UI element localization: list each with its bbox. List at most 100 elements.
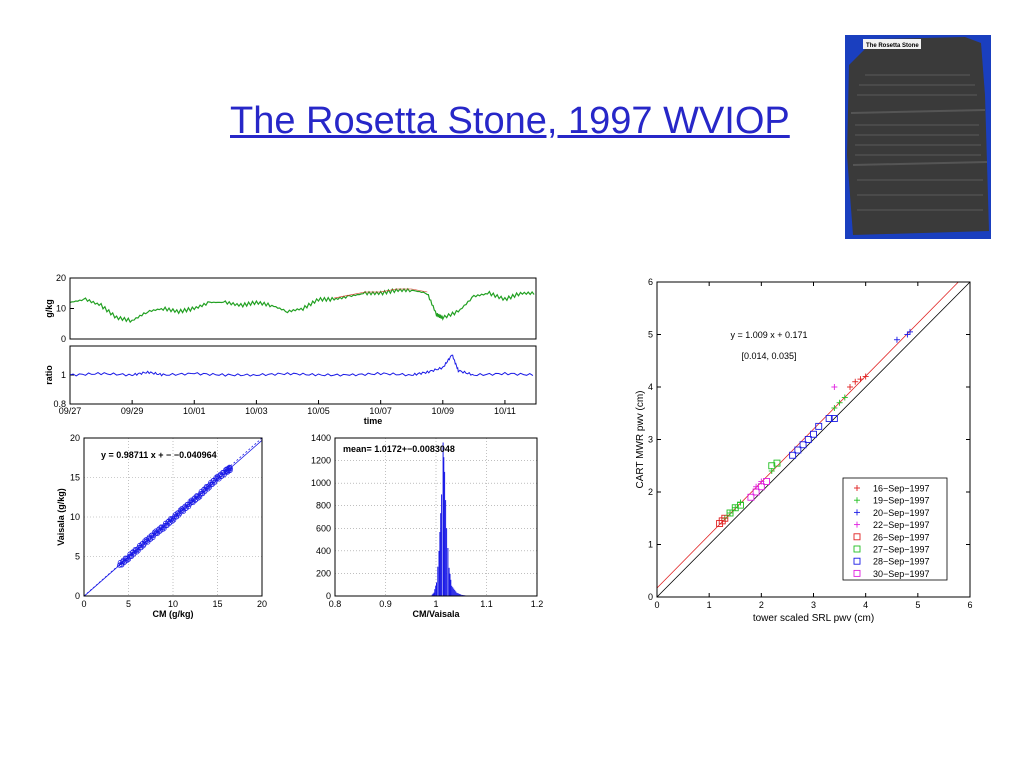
histogram-bar (436, 582, 437, 596)
fit-line (656, 281, 959, 589)
plus-marker (831, 384, 838, 390)
x-tick-label: 3 (811, 600, 816, 610)
square-marker (789, 451, 797, 459)
legend-entry-label: 27−Sep−1997 (873, 545, 930, 555)
legend-entry-label: 16−Sep−1997 (873, 484, 930, 494)
legend-entry-label: 30−Sep−1997 (873, 569, 930, 579)
photo-label-box (863, 39, 921, 49)
y-tick-label: 800 (316, 501, 331, 511)
mwr-srl-panel: 0 1 2 3 4 5 6 0 1 2 3 4 5 6 tower scaled SRL pwv (cm) C… (635, 277, 973, 624)
y-tick-label: 10 (56, 304, 66, 314)
ratio-series-line (69, 354, 534, 377)
histogram-bar (447, 548, 449, 596)
x-tick-label: 0 (654, 600, 659, 610)
histogram-bar (446, 528, 448, 596)
square-marker (804, 436, 812, 443)
legend-marker-square (853, 533, 861, 541)
square-marker (825, 415, 833, 422)
histogram-bar (441, 494, 443, 596)
legend-entry-label: 20−Sep−1997 (873, 508, 930, 518)
legend-marker-square (853, 557, 861, 565)
y-tick-label: 20 (56, 273, 66, 283)
plus-marker (847, 384, 854, 390)
histogram-bar (432, 593, 434, 596)
scatter-point (142, 538, 148, 544)
legend-entry-label: 22−Sep−1997 (873, 520, 930, 530)
square-marker (763, 478, 770, 485)
y-tick-label: 600 (316, 523, 331, 533)
y-axis-label: CART MWR pwv (cm) (635, 391, 646, 489)
histogram-bar (438, 550, 440, 596)
square-marker (726, 509, 734, 517)
scatter-point (160, 527, 166, 533)
histogram-bar (442, 442, 444, 596)
square-marker (752, 488, 760, 496)
histogram-bar (443, 457, 445, 596)
plus-marker (841, 394, 848, 401)
legend-entry-label: 26−Sep−1997 (873, 532, 930, 542)
x-tick-label: 0.8 (329, 599, 342, 609)
x-tick-label: 1.2 (531, 599, 544, 609)
plus-marker (727, 510, 734, 516)
scatter-point (177, 507, 183, 513)
histogram-bar (455, 591, 457, 596)
legend-entry-label: 19−Sep−1997 (873, 496, 930, 506)
y-tick-label: 0 (326, 591, 331, 601)
square-marker (810, 430, 817, 438)
x-tick-label: 4 (863, 600, 868, 610)
square-marker (830, 415, 838, 422)
histogram-bar (459, 594, 461, 596)
square-marker (757, 483, 765, 491)
rosetta-stone-photo: The Rosetta Stone (845, 35, 991, 239)
histogram-bar (449, 573, 451, 596)
fit-interval-annotation: [0.014, 0.035] (741, 351, 796, 361)
y-tick-label: 0.8 (53, 399, 66, 409)
scatter-point (227, 465, 234, 472)
histogram-bar (458, 593, 460, 596)
y-tick-label: 2 (648, 487, 653, 497)
x-tick-label: 1 (433, 599, 438, 609)
x-axis-label: CM/Vaisala (412, 609, 460, 619)
y-tick-label: 3 (648, 435, 653, 445)
legend-marker-square (853, 545, 861, 553)
legend-marker-square (853, 569, 861, 577)
square-marker (737, 501, 744, 509)
scatter-point (205, 486, 211, 492)
x-tick-label: 15 (212, 599, 222, 609)
ratio-frame (69, 345, 537, 405)
histogram-bar (460, 594, 462, 596)
square-marker (794, 446, 802, 454)
x-axis-label: tower scaled SRL pwv (cm) (753, 613, 874, 624)
histogram-bar (453, 588, 455, 596)
y-tick-label: 1400 (311, 433, 331, 443)
scatter-point (224, 469, 231, 475)
scatter-point (227, 467, 233, 474)
legend-entry-label: 28−Sep−1997 (873, 557, 930, 567)
y-tick-label: 1 (648, 540, 653, 550)
square-marker (815, 422, 823, 430)
scatter-point (189, 499, 195, 505)
histogram-bar (456, 592, 458, 596)
y-tick-label: 20 (70, 433, 80, 443)
x-axis-label: CM (g/kg) (153, 609, 194, 619)
mixing-ratio-frame (69, 277, 537, 340)
ratio-panel: 0.8 1 09/27 09/29 10/01 10/03 10/05 10/07 10/09 1… (44, 345, 534, 426)
plus-marker (836, 399, 843, 406)
x-tick-label: 5 (915, 600, 920, 610)
x-tick-label: 10/07 (369, 406, 392, 416)
plus-marker (904, 331, 911, 338)
plus-marker (862, 373, 869, 380)
y-tick-label: 5 (648, 330, 653, 340)
histogram-bar (444, 471, 446, 596)
scatter-point (167, 519, 173, 525)
plus-marker (857, 376, 864, 383)
x-tick-label: 10/11 (494, 406, 516, 416)
cm-vaisala-frame (83, 437, 263, 597)
x-tick-label: 1 (707, 600, 712, 610)
x-tick-label: 2 (759, 600, 764, 610)
fit-annotation: y = 0.98711 x + − −0.040964 (101, 450, 217, 460)
slide-title: The Rosetta Stone, 1997 WVIOP (230, 100, 790, 142)
photo-label: The Rosetta Stone (866, 43, 919, 49)
histogram-bar (454, 589, 456, 596)
